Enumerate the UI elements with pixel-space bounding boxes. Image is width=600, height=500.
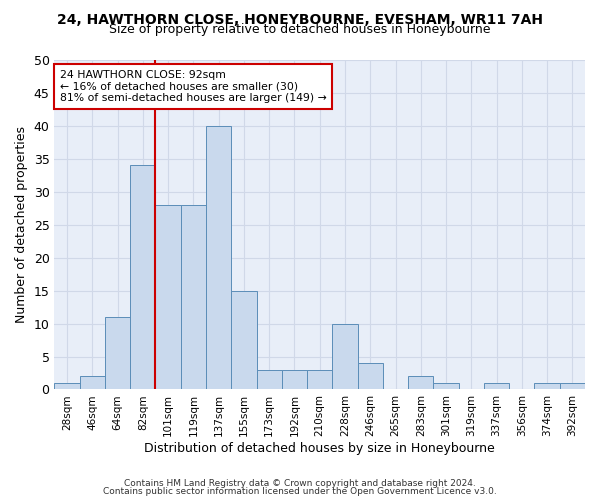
Y-axis label: Number of detached properties: Number of detached properties <box>15 126 28 323</box>
Bar <box>332 324 358 390</box>
Bar <box>257 370 282 390</box>
Bar <box>155 205 181 390</box>
Text: Contains HM Land Registry data © Crown copyright and database right 2024.: Contains HM Land Registry data © Crown c… <box>124 478 476 488</box>
Text: Size of property relative to detached houses in Honeybourne: Size of property relative to detached ho… <box>109 24 491 36</box>
Bar <box>535 383 560 390</box>
Bar <box>130 166 155 390</box>
Bar <box>206 126 231 390</box>
Text: Contains public sector information licensed under the Open Government Licence v3: Contains public sector information licen… <box>103 487 497 496</box>
Bar <box>105 317 130 390</box>
Bar <box>55 383 80 390</box>
Text: 24, HAWTHORN CLOSE, HONEYBOURNE, EVESHAM, WR11 7AH: 24, HAWTHORN CLOSE, HONEYBOURNE, EVESHAM… <box>57 12 543 26</box>
Bar <box>408 376 433 390</box>
X-axis label: Distribution of detached houses by size in Honeybourne: Distribution of detached houses by size … <box>145 442 495 455</box>
Bar <box>560 383 585 390</box>
Text: 24 HAWTHORN CLOSE: 92sqm
← 16% of detached houses are smaller (30)
81% of semi-d: 24 HAWTHORN CLOSE: 92sqm ← 16% of detach… <box>60 70 326 103</box>
Bar <box>433 383 458 390</box>
Bar <box>358 363 383 390</box>
Bar <box>231 290 257 390</box>
Bar <box>181 205 206 390</box>
Bar <box>282 370 307 390</box>
Bar <box>484 383 509 390</box>
Bar <box>80 376 105 390</box>
Bar <box>307 370 332 390</box>
